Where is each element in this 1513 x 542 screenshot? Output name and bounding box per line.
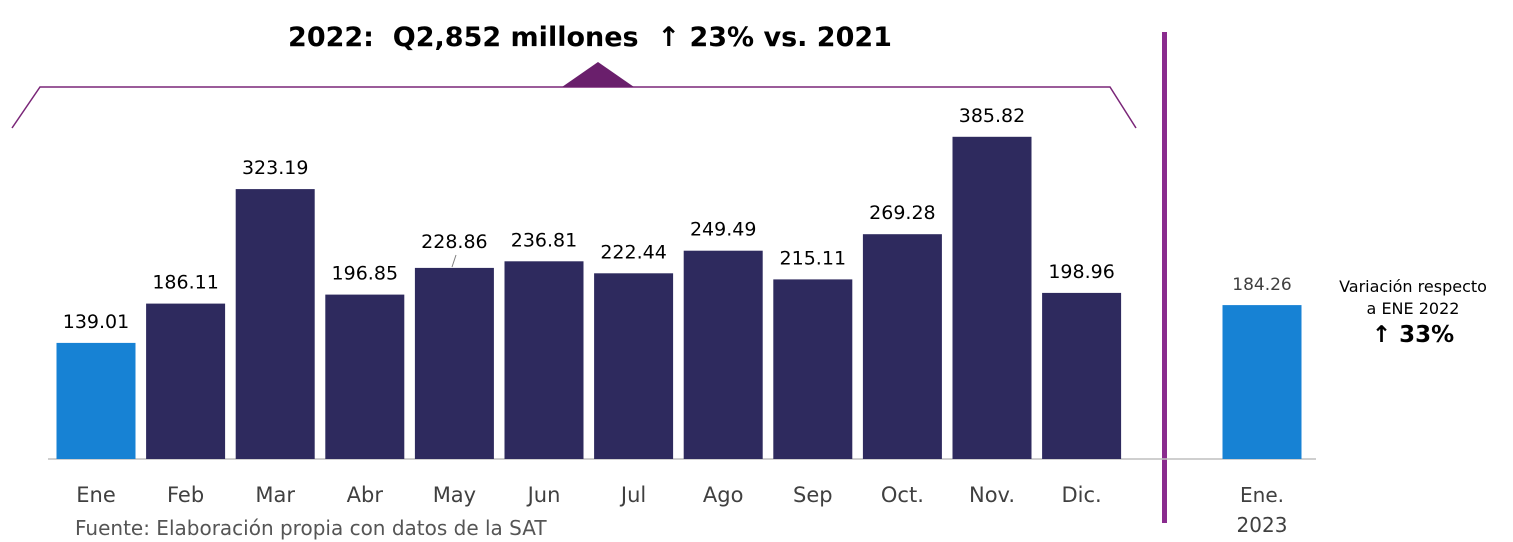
variation-note-line2: a ENE 2022 bbox=[1366, 299, 1460, 318]
category-label: Jun bbox=[526, 483, 561, 507]
source-note: Fuente: Elaboración propia con datos de … bbox=[75, 516, 547, 540]
value-label: 139.01 bbox=[63, 311, 129, 333]
variation-note-line1: Variación respecto bbox=[1339, 277, 1487, 296]
category-label: Abr bbox=[347, 483, 384, 507]
value-labels-group: 139.01 186.11 323.19 196.85 228.86 236.81 222.… bbox=[63, 105, 1292, 333]
value-label: 222.44 bbox=[600, 241, 666, 263]
bar-abr bbox=[325, 294, 405, 459]
bar-jun bbox=[504, 261, 584, 459]
bar-may bbox=[414, 267, 494, 459]
value-label: 198.96 bbox=[1048, 261, 1114, 283]
value-label: 249.49 bbox=[690, 219, 756, 241]
value-label: 228.86 bbox=[421, 231, 487, 253]
value-label: 385.82 bbox=[959, 105, 1025, 127]
category-label: Ago bbox=[703, 483, 744, 507]
category-label: Oct. bbox=[881, 483, 924, 507]
headline-year: 2022: bbox=[288, 22, 374, 53]
category-labels-group: Ene Feb Mar Abr May Jun Jul Ago Sep Oct. Nov. Dic. E… bbox=[76, 483, 1287, 537]
category-label: Jul bbox=[619, 483, 646, 507]
category-label: Sep bbox=[793, 483, 833, 507]
category-label: Mar bbox=[255, 483, 295, 507]
bars-group bbox=[56, 136, 1302, 460]
value-label: 196.85 bbox=[332, 263, 398, 285]
bar-oct bbox=[862, 234, 942, 459]
bar-ago bbox=[683, 250, 763, 459]
bar-ene-2023 bbox=[1222, 305, 1302, 459]
category-label: Ene. 2023 bbox=[1237, 483, 1288, 537]
variation-note: Variación respecto a ENE 2022 ↑ 33% bbox=[1318, 276, 1508, 350]
variation-change-value: 33% bbox=[1399, 322, 1455, 348]
may-leader-line bbox=[451, 254, 457, 268]
value-label: 184.26 bbox=[1232, 275, 1291, 295]
category-label: Feb bbox=[167, 483, 204, 507]
bar-feb bbox=[146, 303, 226, 459]
category-label: Dic. bbox=[1061, 483, 1101, 507]
value-label: 215.11 bbox=[780, 247, 846, 269]
category-label: Nov. bbox=[969, 483, 1015, 507]
value-label: 323.19 bbox=[242, 157, 308, 179]
up-arrow-icon: ↑ bbox=[657, 22, 681, 53]
value-label: 269.28 bbox=[869, 202, 935, 224]
value-label: 236.81 bbox=[511, 229, 577, 251]
bar-sep bbox=[773, 279, 853, 459]
headline-total: Q2,852 millones bbox=[392, 22, 639, 53]
value-label: 186.11 bbox=[152, 272, 218, 294]
category-label: Ene bbox=[76, 483, 116, 507]
variation-note-change: ↑ 33% bbox=[1318, 320, 1508, 350]
bar-ene bbox=[56, 342, 136, 459]
bar-jul bbox=[594, 273, 674, 459]
headline-change: 23% vs. 2021 bbox=[689, 22, 892, 53]
up-arrow-icon: ↑ bbox=[1371, 322, 1392, 348]
year-divider-line bbox=[1162, 32, 1167, 523]
bar-nov bbox=[952, 136, 1032, 460]
headline: 2022: Q2,852 millones ↑ 23% vs. 2021 bbox=[0, 22, 1180, 53]
bracket-pointer-icon bbox=[562, 62, 634, 87]
bar-mar bbox=[235, 189, 315, 459]
category-label: May bbox=[433, 483, 476, 507]
bar-dic bbox=[1042, 292, 1122, 459]
